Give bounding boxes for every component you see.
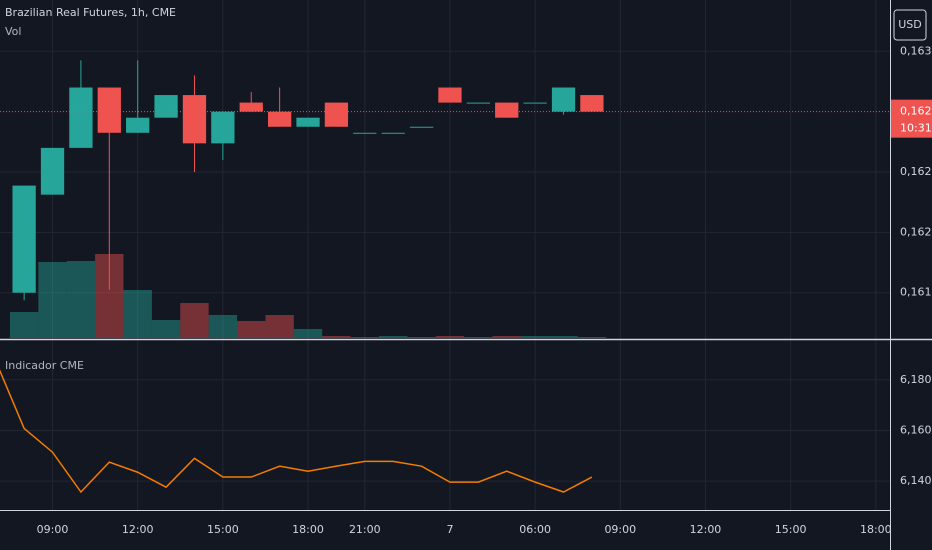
indicator-pane: [0, 369, 593, 494]
volume-bar: [151, 320, 181, 338]
volume-bar: [38, 262, 67, 338]
volume-bar: [435, 336, 465, 338]
indicator-title: Indicador CME: [5, 359, 84, 372]
y-tick-label: 0,16200: [900, 225, 932, 238]
chart-title: Brazilian Real Futures, 1h, CME: [5, 6, 176, 19]
x-tick-label: 7: [446, 523, 453, 536]
candle-body: [438, 87, 462, 103]
candle-body: [353, 132, 377, 134]
volume-bar: [66, 261, 96, 338]
candle-body: [580, 95, 604, 112]
candle-body: [211, 111, 235, 144]
countdown: 10:31: [900, 122, 932, 135]
volume-bar: [265, 315, 294, 338]
volume-bar: [9, 312, 39, 338]
currency-button[interactable]: [893, 9, 927, 41]
indicator-line: [0, 369, 593, 494]
candle-body: [466, 102, 490, 104]
volume-bar: [520, 336, 550, 338]
volume-bar: [407, 337, 436, 338]
x-tick-label: 18:00: [292, 523, 324, 536]
candle-body: [239, 102, 263, 112]
axes: 09:00 12:00 15:00 18:00 21:00 7 06:00 09:00 12:0…: [37, 44, 932, 536]
volume-bar: [180, 303, 209, 338]
volume-bar: [378, 336, 408, 338]
candle-body: [551, 87, 576, 112]
volume-label: Vol: [5, 25, 21, 38]
volume-bar: [577, 337, 607, 338]
candle-body: [324, 102, 349, 127]
x-tick-label: 09:00: [37, 523, 69, 536]
last-price-box: [891, 99, 932, 138]
candle-body: [97, 87, 121, 133]
x-tick-label: 12:00: [690, 523, 722, 536]
volume-bar: [123, 290, 152, 338]
grid: [0, 0, 890, 510]
x-tick-label: 18:00: [860, 523, 892, 536]
x-tick-label: 12:00: [122, 523, 154, 536]
price-pane: [0, 60, 890, 338]
y-tick-label: 0,16160: [900, 286, 932, 299]
candle-body: [40, 147, 65, 195]
x-tick-label: 15:00: [207, 523, 239, 536]
candle-body: [296, 117, 320, 127]
y-tick-label: 0,16240: [900, 165, 932, 178]
volume-bar: [237, 321, 266, 338]
y-tick-label: 0,16320: [900, 44, 932, 57]
candle-body: [409, 126, 434, 128]
candle-body: [69, 87, 93, 148]
y-tick-label: 6,18000: [900, 373, 932, 386]
volume-bar: [322, 336, 351, 338]
candle-body: [12, 185, 36, 293]
y-tick-label: 6,16000: [900, 423, 932, 436]
volume-bar: [208, 315, 238, 338]
volume-bar: [464, 337, 493, 338]
candle-body: [495, 102, 519, 118]
candle-body: [381, 132, 405, 134]
candle-body: [182, 95, 207, 144]
candle-body: [267, 111, 292, 127]
y-tick-label: 6,14000: [900, 474, 932, 487]
x-tick-label: 09:00: [604, 523, 636, 536]
x-tick-label: 06:00: [519, 523, 551, 536]
candle-body: [154, 95, 178, 118]
candle-body: [126, 117, 150, 133]
volume-bar: [549, 336, 578, 338]
volume-bar: [293, 329, 323, 338]
volume-bar: [492, 336, 521, 338]
currency[interactable]: USD: [898, 18, 922, 31]
x-tick-label: 21:00: [349, 523, 381, 536]
last-price-label: 0,16280: [900, 105, 932, 118]
candle-body: [523, 102, 547, 104]
volume-bar: [350, 337, 379, 338]
x-tick-label: 15:00: [775, 523, 807, 536]
